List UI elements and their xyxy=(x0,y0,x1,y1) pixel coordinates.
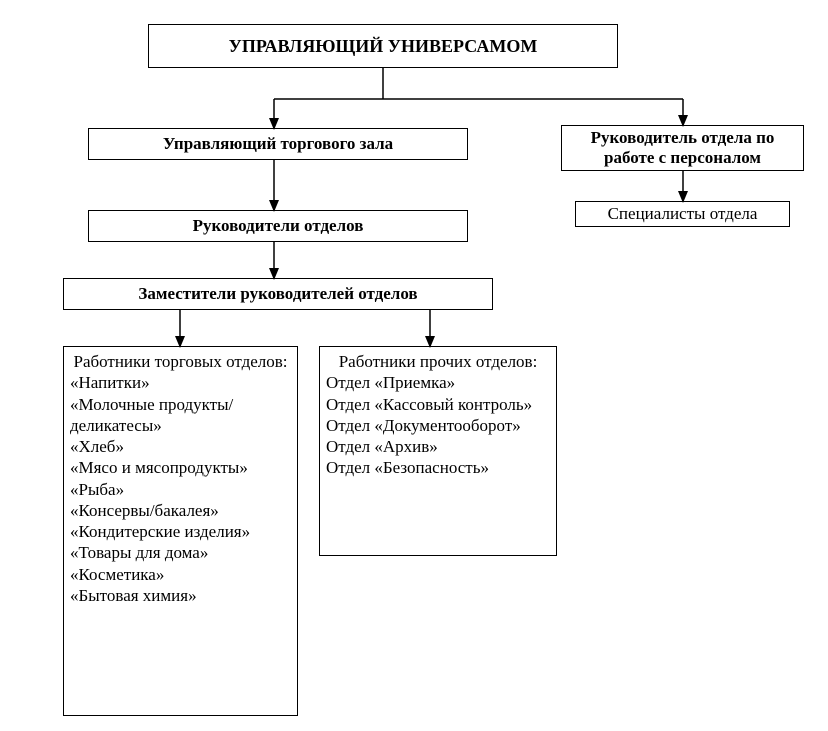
list-item: «Мясо и мясопродукты» xyxy=(70,457,291,478)
list-item: Отдел «Приемка» xyxy=(326,372,550,393)
node-deputies-label: Заместители руководителей отделов xyxy=(138,284,417,304)
list-item: «Товары для дома» xyxy=(70,542,291,563)
list-item: Отдел «Безопасность» xyxy=(326,457,550,478)
node-root: УПРАВЛЯЮЩИЙ УНИВЕРСАМОМ xyxy=(148,24,618,68)
node-dept-heads-label: Руководители отделов xyxy=(193,216,364,236)
list-item: «Бытовая химия» xyxy=(70,585,291,606)
node-deputies: Заместители руководителей отделов xyxy=(63,278,493,310)
list-item: «Консервы/бакалея» xyxy=(70,500,291,521)
list-item: «Кондитерские изделия» xyxy=(70,521,291,542)
list-item: Отдел «Кассовый контроль» xyxy=(326,394,550,415)
list-item: «Напитки» xyxy=(70,372,291,393)
list-item: «Косметика» xyxy=(70,564,291,585)
node-trade-workers: Работники торговых отделов: «Напитки»«Мо… xyxy=(63,346,298,716)
list-item: Отдел «Архив» xyxy=(326,436,550,457)
node-hr-head: Руководитель отдела по работе с персонал… xyxy=(561,125,804,171)
list-item: «Хлеб» xyxy=(70,436,291,457)
node-other-workers-header: Работники прочих отделов: xyxy=(326,351,550,372)
list-item: «Рыба» xyxy=(70,479,291,500)
node-hr-specialists-label: Специалисты отдела xyxy=(608,204,758,224)
list-item: «Молочные продукты/деликатесы» xyxy=(70,394,291,437)
node-hr-head-label: Руководитель отдела по работе с персонал… xyxy=(568,128,797,167)
node-hall-manager: Управляющий торгового зала xyxy=(88,128,468,160)
node-dept-heads: Руководители отделов xyxy=(88,210,468,242)
node-trade-workers-items: «Напитки»«Молочные продукты/деликатесы»«… xyxy=(70,372,291,606)
node-hall-manager-label: Управляющий торгового зала xyxy=(163,134,393,154)
list-item: Отдел «Документооборот» xyxy=(326,415,550,436)
node-other-workers-items: Отдел «Приемка»Отдел «Кассовый контроль»… xyxy=(326,372,550,478)
node-trade-workers-header: Работники торговых отделов: xyxy=(70,351,291,372)
node-root-label: УПРАВЛЯЮЩИЙ УНИВЕРСАМОМ xyxy=(229,36,538,57)
node-other-workers: Работники прочих отделов: Отдел «Приемка… xyxy=(319,346,557,556)
node-hr-specialists: Специалисты отдела xyxy=(575,201,790,227)
